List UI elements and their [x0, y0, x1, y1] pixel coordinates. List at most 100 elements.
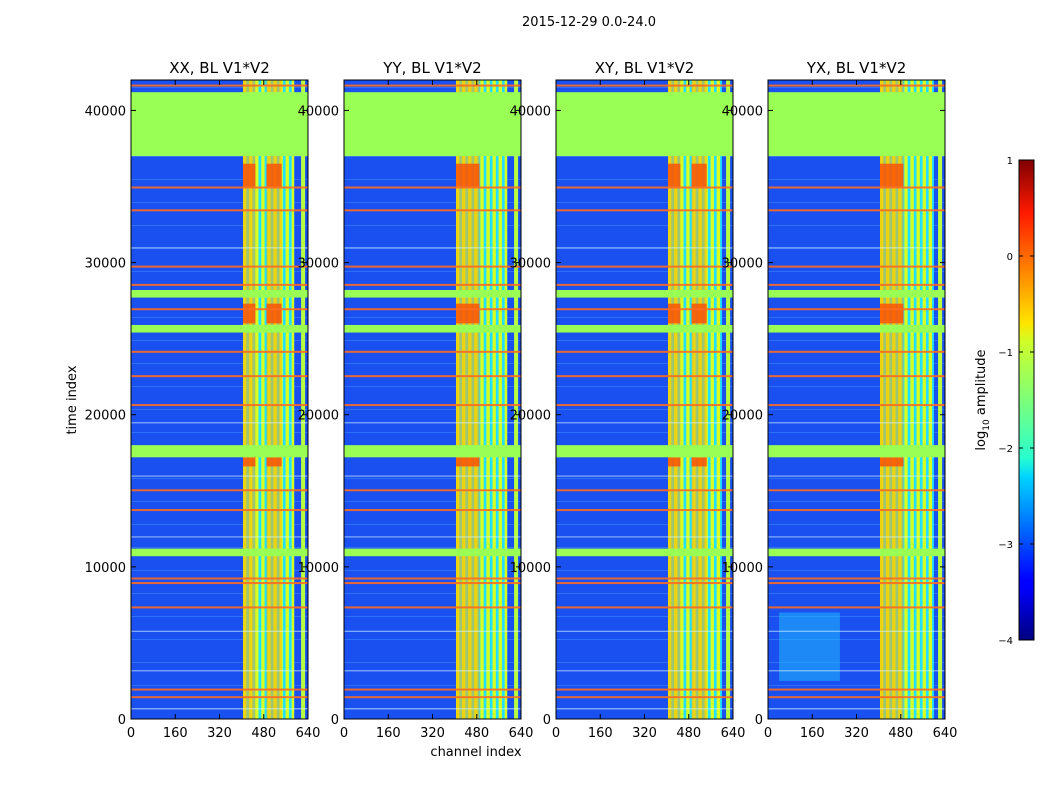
- rfi-line-light: [344, 536, 521, 538]
- heatmap-noise-row: [131, 570, 308, 571]
- heatmap-noise-row: [344, 225, 521, 226]
- heatmap-noise-row: [131, 616, 308, 617]
- heatmap-noise-row: [768, 639, 945, 640]
- heatmap-noise-row: [556, 547, 733, 548]
- heatmap-noise-row: [344, 639, 521, 640]
- panel-title: XY, BL V1*V2: [595, 59, 695, 77]
- heatmap-cyan-region: [779, 612, 840, 681]
- rfi-line-light: [344, 670, 521, 672]
- rfi-line: [344, 404, 521, 407]
- heatmap-noise-row: [556, 593, 733, 594]
- heatmap-noise-row: [344, 202, 521, 203]
- heatmap-noise-row: [556, 409, 733, 410]
- rfi-line: [768, 84, 945, 87]
- rfi-line: [131, 577, 308, 580]
- rfi-line: [556, 582, 733, 585]
- flagged-time-range: [131, 289, 308, 298]
- rfi-line-light: [556, 708, 733, 710]
- flagged-time-range: [131, 92, 308, 157]
- x-tick-label: 480: [251, 726, 276, 741]
- rfi-line: [768, 606, 945, 609]
- heatmap-noise-row: [768, 593, 945, 594]
- channel-stripe: [261, 80, 265, 719]
- heatmap-noise-row: [768, 87, 945, 88]
- rfi-line: [768, 489, 945, 492]
- channel-stripe: [910, 80, 914, 719]
- bright-time-block: [880, 163, 904, 187]
- x-tick-label: 160: [376, 726, 401, 741]
- rfi-line: [768, 283, 945, 286]
- flagged-time-range: [344, 324, 521, 333]
- y-tick-label: 0: [755, 713, 763, 728]
- heatmap-noise-row: [768, 340, 945, 341]
- heatmap-noise-row: [768, 524, 945, 525]
- rfi-line: [131, 186, 308, 189]
- rfi-line: [556, 489, 733, 492]
- heatmap-noise-row: [344, 432, 521, 433]
- colorbar-tick-label: −1: [998, 348, 1013, 359]
- channel-stripe: [680, 80, 684, 719]
- colorbar-tick-label: 0: [1007, 252, 1013, 263]
- rfi-line: [556, 84, 733, 87]
- y-tick-label: 40000: [298, 104, 339, 119]
- heatmap-noise-row: [131, 662, 308, 663]
- heatmap-noise-row: [344, 271, 521, 272]
- heatmap-noise-row: [344, 616, 521, 617]
- flagged-time-range: [131, 548, 308, 557]
- rfi-line: [131, 582, 308, 585]
- rfi-line: [556, 577, 733, 580]
- heatmap-noise-row: [556, 271, 733, 272]
- heatmap-noise-row: [556, 685, 733, 686]
- heatmap-noise-row: [556, 179, 733, 180]
- y-tick-label: 20000: [298, 409, 339, 424]
- x-axis-label: channel index: [430, 745, 521, 760]
- x-tick-label: 480: [888, 726, 913, 741]
- rfi-line-light: [131, 247, 308, 249]
- x-tick-label: 160: [163, 726, 188, 741]
- panels-group: XX, BL V1*V2 0 160 320 480 640 0 10000 20000 3000…: [85, 59, 958, 741]
- rfi-line: [344, 209, 521, 212]
- rfi-line-light: [768, 630, 945, 632]
- heatmap-noise-row: [344, 179, 521, 180]
- heatmap-noise-row: [768, 225, 945, 226]
- heatmap-noise-row: [556, 616, 733, 617]
- rfi-line: [131, 209, 308, 212]
- rfi-line: [768, 404, 945, 407]
- channel-stripe: [498, 80, 502, 719]
- rfi-line-light: [556, 422, 733, 424]
- bright-time-block: [266, 457, 282, 467]
- x-tick-label: 0: [764, 726, 772, 741]
- flagged-time-range: [556, 92, 733, 157]
- heatmap-noise-row: [556, 202, 733, 203]
- rfi-line: [556, 509, 733, 512]
- flagged-time-range: [768, 289, 945, 298]
- flagged-time-range: [344, 548, 521, 557]
- flagged-time-range: [556, 445, 733, 458]
- rfi-line: [344, 489, 521, 492]
- panel-1: XX, BL V1*V2 0 160 320 480 640 0 10000 20000 3000…: [85, 59, 321, 741]
- bright-time-block: [456, 303, 480, 324]
- rfi-line-light: [344, 422, 521, 424]
- y-tick-label: 30000: [722, 257, 763, 272]
- bright-time-block: [691, 163, 707, 187]
- edge-channel-line: [514, 80, 519, 719]
- rfi-line-light: [556, 536, 733, 538]
- y-tick-label: 20000: [510, 409, 551, 424]
- heatmap-noise-row: [344, 524, 521, 525]
- rfi-line-light: [131, 536, 308, 538]
- rfi-line: [768, 186, 945, 189]
- rfi-line-light: [556, 670, 733, 672]
- heatmap-noise-row: [344, 478, 521, 479]
- panel-3: XY, BL V1*V2 0 160 320 480 640 0 10000 20000 3000…: [510, 59, 746, 741]
- y-tick-label: 10000: [298, 561, 339, 576]
- rfi-line: [768, 582, 945, 585]
- edge-channel-line: [726, 80, 731, 719]
- rfi-line: [131, 606, 308, 609]
- rfi-line-light: [768, 475, 945, 477]
- figure-suptitle: 2015-12-29 0.0-24.0: [522, 15, 656, 30]
- rfi-line: [131, 509, 308, 512]
- heatmap-noise-row: [344, 317, 521, 318]
- x-tick-label: 320: [844, 726, 869, 741]
- heatmap-noise-row: [556, 386, 733, 387]
- rfi-line-light: [131, 422, 308, 424]
